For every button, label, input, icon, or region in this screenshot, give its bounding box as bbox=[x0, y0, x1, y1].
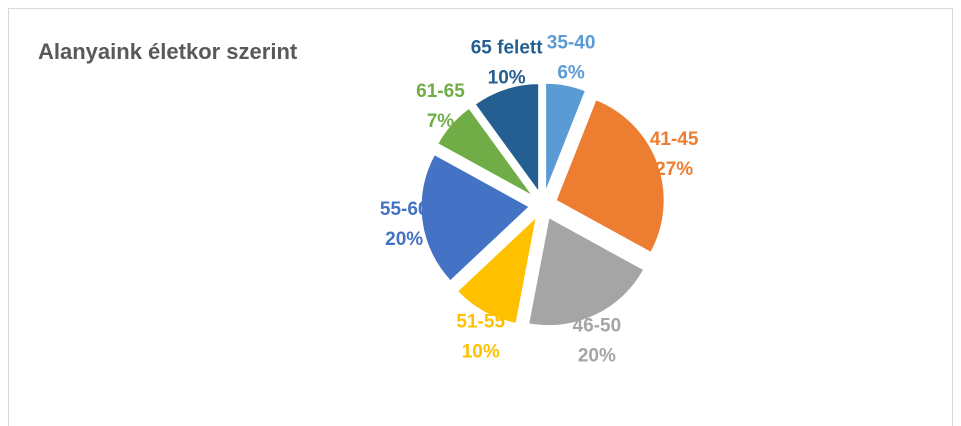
slice-category-label: 51-55 bbox=[456, 311, 505, 332]
pie-slice bbox=[528, 216, 645, 327]
slice-category-label: 41-45 bbox=[650, 129, 699, 150]
slice-value-label: 10% bbox=[488, 67, 526, 88]
slice-category-label: 65 felett bbox=[471, 37, 543, 58]
slice-category-label: 61-65 bbox=[416, 81, 465, 102]
slice-value-label: 20% bbox=[578, 346, 616, 367]
slice-category-label: 46-50 bbox=[573, 316, 622, 337]
pie-slice bbox=[420, 154, 530, 282]
pie-slice bbox=[456, 215, 538, 324]
slice-category-label: 55-60 bbox=[380, 199, 429, 220]
chart-title: Alanyaink életkor szerint bbox=[38, 39, 298, 64]
slice-value-label: 20% bbox=[385, 229, 423, 250]
slice-value-label: 6% bbox=[557, 63, 585, 84]
slice-value-label: 7% bbox=[427, 111, 455, 132]
pie-slice bbox=[555, 99, 665, 253]
slice-value-label: 27% bbox=[655, 159, 693, 180]
pie-slice bbox=[545, 82, 587, 192]
pie-slice bbox=[474, 83, 540, 194]
slice-value-label: 10% bbox=[462, 341, 500, 362]
slice-category-label: 35-40 bbox=[547, 33, 596, 54]
pie-slice bbox=[437, 107, 533, 197]
